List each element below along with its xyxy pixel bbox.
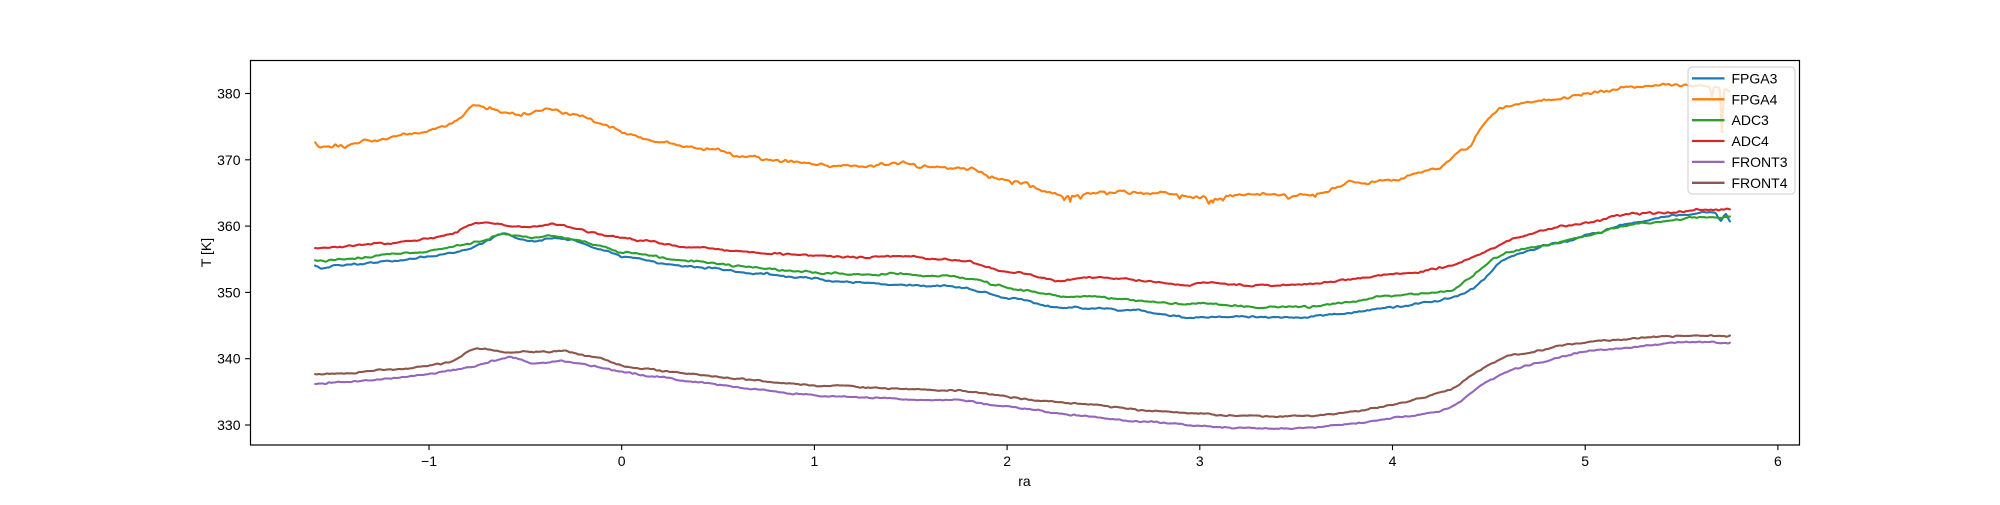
svg-text:340: 340	[217, 351, 241, 367]
svg-text:ra: ra	[1018, 473, 1031, 489]
svg-text:360: 360	[217, 218, 241, 234]
svg-text:3: 3	[1196, 453, 1204, 469]
svg-text:330: 330	[217, 417, 241, 433]
svg-text:FPGA4: FPGA4	[1732, 91, 1778, 107]
svg-text:2: 2	[1003, 453, 1011, 469]
svg-text:ADC3: ADC3	[1732, 112, 1770, 128]
svg-text:1: 1	[811, 453, 819, 469]
svg-text:370: 370	[217, 152, 241, 168]
svg-text:5: 5	[1581, 453, 1589, 469]
svg-text:T [K]: T [K]	[198, 238, 214, 267]
svg-text:350: 350	[217, 284, 241, 300]
svg-text:FRONT4: FRONT4	[1732, 175, 1788, 191]
svg-text:6: 6	[1774, 453, 1782, 469]
svg-text:ADC4: ADC4	[1732, 133, 1770, 149]
svg-text:380: 380	[217, 86, 241, 102]
svg-text:0: 0	[618, 453, 626, 469]
svg-text:4: 4	[1389, 453, 1397, 469]
svg-text:FRONT3: FRONT3	[1732, 154, 1788, 170]
svg-text:FPGA3: FPGA3	[1732, 70, 1778, 86]
svg-text:−1: −1	[421, 453, 437, 469]
